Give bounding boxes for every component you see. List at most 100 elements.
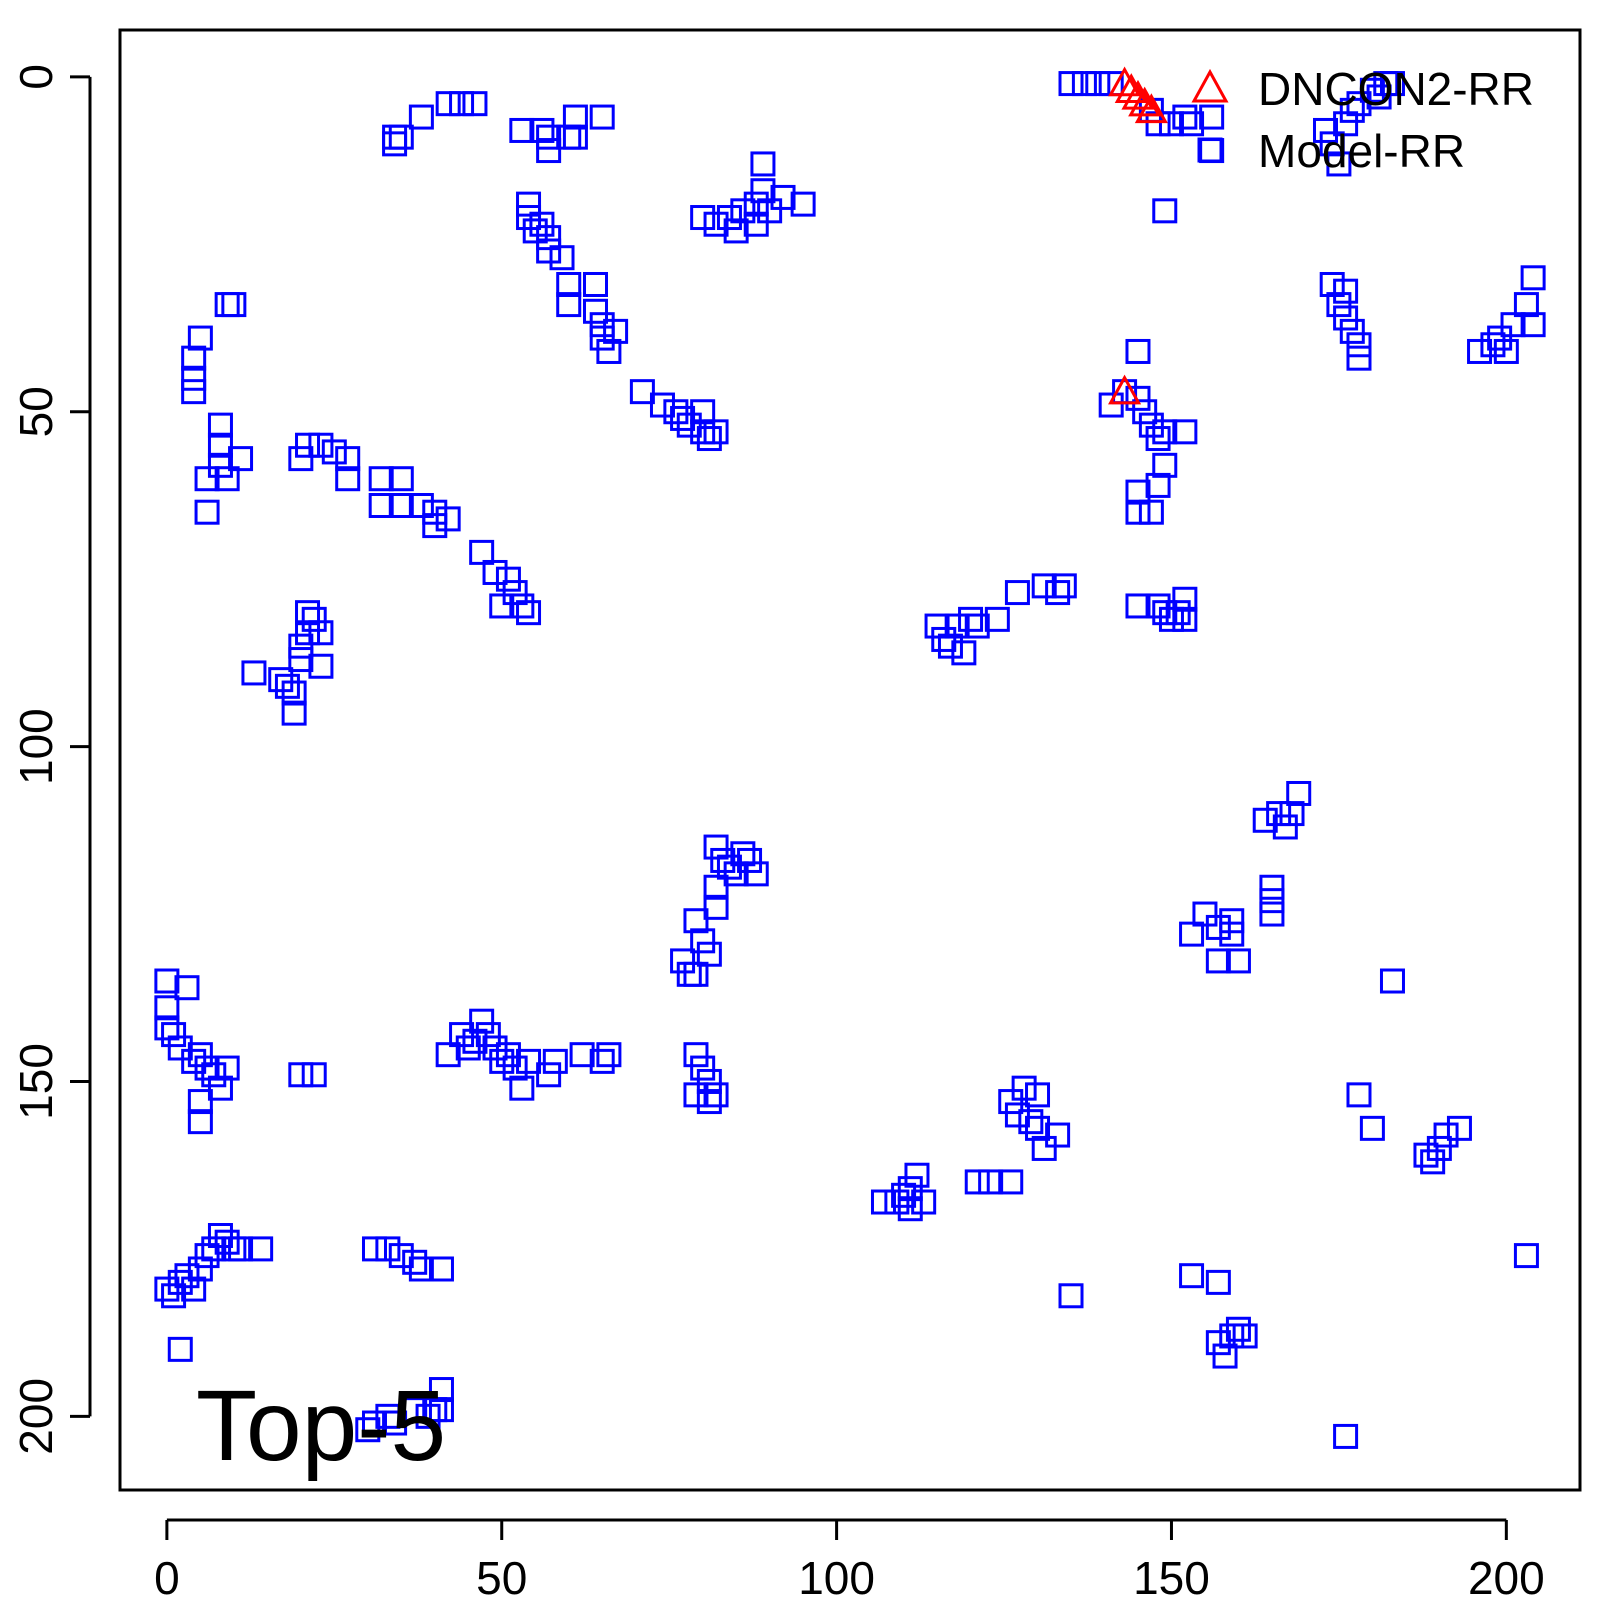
- model-rr-point: [723, 861, 749, 887]
- model-rr-point: [181, 1048, 207, 1074]
- top-n-annotation: Top-5: [196, 1370, 446, 1482]
- model-rr-point: [1259, 874, 1285, 900]
- model-rr-point: [1333, 305, 1359, 331]
- model-rr-point: [207, 432, 233, 458]
- y-axis: 0 50 100 150 200: [10, 64, 92, 1455]
- model-rr-point: [435, 91, 461, 117]
- model-rr-point: [187, 1042, 213, 1068]
- model-rr-point: [181, 345, 207, 371]
- model-rr-point: [167, 1269, 193, 1295]
- model-rr-point: [295, 620, 321, 646]
- model-rr-point: [1346, 1082, 1372, 1108]
- model-rr-point: [1165, 600, 1191, 626]
- model-rr-point: [1004, 1102, 1030, 1128]
- model-rr-point: [603, 318, 629, 344]
- model-rr-point: [201, 1062, 227, 1088]
- model-rr-point: [288, 1062, 314, 1088]
- model-rr-point: [696, 1089, 722, 1115]
- model-rr-point: [1205, 948, 1231, 974]
- model-rr-point: [1071, 71, 1097, 97]
- model-rr-point: [1172, 419, 1198, 445]
- model-rr-point: [388, 124, 414, 150]
- model-rr-point: [556, 271, 582, 297]
- model-rr-point: [201, 1236, 227, 1262]
- model-rr-point: [428, 1397, 454, 1423]
- model-rr-point: [1333, 278, 1359, 304]
- model-rr-point: [549, 245, 575, 271]
- model-rr-point: [984, 606, 1010, 632]
- model-rr-point: [536, 138, 562, 164]
- model-rr-point: [268, 667, 294, 693]
- model-rr-point: [1520, 312, 1546, 338]
- data-marks: [154, 66, 1546, 1449]
- model-rr-point: [589, 1048, 615, 1074]
- model-rr-point: [181, 1276, 207, 1302]
- model-rr-point: [1259, 901, 1285, 927]
- model-rr-point: [167, 1035, 193, 1061]
- model-rr-point: [1152, 452, 1178, 478]
- model-rr-point: [382, 131, 408, 157]
- model-rr-point: [1225, 948, 1251, 974]
- model-rr-point: [690, 205, 716, 231]
- model-rr-point: [1259, 888, 1285, 914]
- model-rr-point: [274, 673, 300, 699]
- model-rr-point: [194, 1055, 220, 1081]
- model-rr-point: [562, 124, 588, 150]
- model-rr-point: [361, 1236, 387, 1262]
- model-rr-point: [696, 426, 722, 452]
- model-rr-point: [469, 539, 495, 565]
- model-rr-point: [388, 493, 414, 519]
- model-rr-point: [911, 1189, 937, 1215]
- model-rr-point: [998, 1169, 1024, 1195]
- model-rr-point: [743, 861, 769, 887]
- model-rr-point: [228, 1236, 254, 1262]
- model-rr-point: [187, 1089, 213, 1115]
- model-rr-point: [462, 1028, 488, 1054]
- model-rr-point: [1346, 332, 1372, 358]
- model-rr-point: [248, 1236, 274, 1262]
- model-rr-point: [1252, 807, 1278, 833]
- model-rr-point: [194, 499, 220, 525]
- model-rr-point: [649, 392, 675, 418]
- model-rr-point: [1172, 104, 1198, 130]
- model-rr-point: [1286, 780, 1312, 806]
- model-rr-point: [1125, 338, 1151, 364]
- model-rr-point: [475, 1022, 501, 1048]
- y-tick-label: 100: [10, 708, 62, 785]
- model-rr-point: [207, 452, 233, 478]
- model-rr-point: [295, 600, 321, 626]
- model-rr-point: [703, 874, 729, 900]
- model-rr-point: [422, 513, 448, 539]
- model-rr-point: [335, 466, 361, 492]
- model-rr-point: [1359, 1115, 1385, 1141]
- model-rr-point: [1199, 104, 1225, 130]
- model-rr-point: [1272, 814, 1298, 840]
- model-rr-point: [482, 1035, 508, 1061]
- model-rr-point: [1433, 1122, 1459, 1148]
- model-rr-point: [1172, 586, 1198, 612]
- model-rr-point: [1313, 117, 1339, 143]
- model-rr-point: [187, 325, 213, 351]
- model-rr-point: [1232, 1323, 1258, 1349]
- model-rr-point: [509, 1075, 535, 1101]
- model-rr-point: [435, 1042, 461, 1068]
- dncon2-rr-point: [1121, 79, 1155, 110]
- model-rr-point: [730, 841, 756, 867]
- model-rr-point: [301, 1062, 327, 1088]
- model-rr-point: [1446, 1115, 1472, 1141]
- model-rr-point: [1520, 265, 1546, 291]
- model-rr-point: [516, 205, 542, 231]
- model-rr-point: [1219, 921, 1245, 947]
- model-rr-point: [1420, 1149, 1446, 1175]
- model-rr-point: [710, 847, 736, 873]
- model-rr-point: [670, 405, 696, 431]
- model-rr-point: [509, 593, 535, 619]
- model-rr-point: [1192, 901, 1218, 927]
- model-rr-point: [1085, 71, 1111, 97]
- model-rr-point: [1011, 1075, 1037, 1101]
- model-rr-point: [1045, 1122, 1071, 1148]
- model-rr-point: [1467, 338, 1493, 364]
- model-rr-point: [904, 1162, 930, 1188]
- model-rr-point: [435, 506, 461, 532]
